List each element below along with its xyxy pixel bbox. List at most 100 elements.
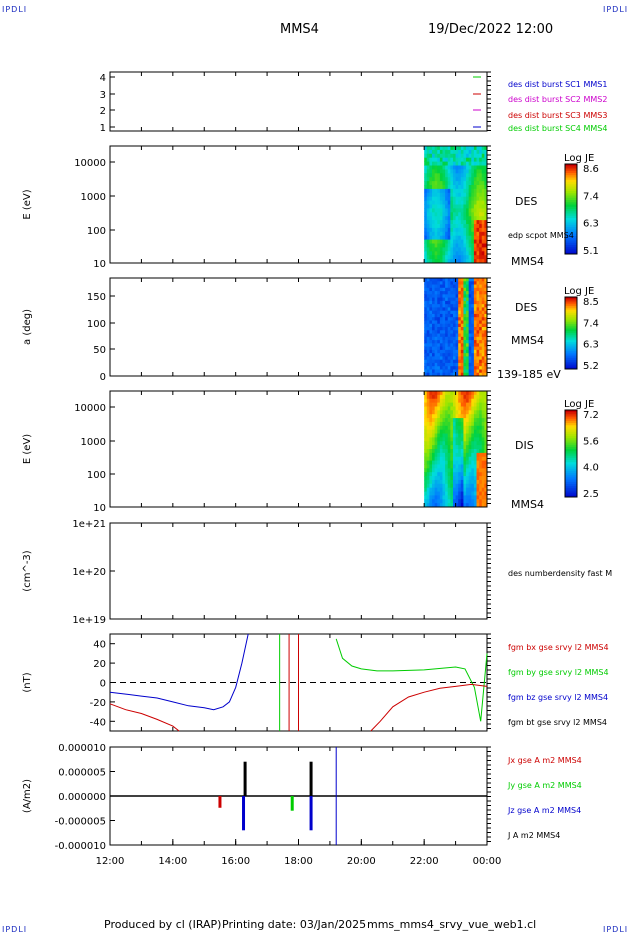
heatmap-cell: [426, 231, 430, 237]
heatmap-cell: [429, 487, 433, 492]
heatmap-cell: [458, 433, 462, 438]
heatmap-cell: [466, 449, 470, 454]
heatmap-cell: [460, 449, 464, 454]
heatmap-cell: [458, 255, 462, 260]
heatmap-cell: [439, 255, 443, 260]
colorbar-cell: [565, 298, 577, 302]
heatmap-cell: [473, 327, 477, 331]
heatmap-cell: [442, 483, 446, 489]
heatmap-cell: [476, 429, 480, 434]
heatmap-cell: [450, 149, 454, 155]
heatmap-cell: [437, 468, 441, 473]
heatmap-cell: [471, 441, 475, 446]
heatmap-cell: [463, 200, 467, 205]
heatmap-cell: [458, 410, 462, 415]
heatmap-cell: [432, 433, 436, 438]
heatmap-cell: [432, 255, 436, 260]
heatmap-cell: [484, 196, 488, 201]
heatmap-cell: [452, 216, 456, 221]
heatmap-cell: [479, 224, 483, 229]
heatmap-cell: [463, 146, 467, 151]
heatmap-cell: [460, 425, 464, 431]
heatmap-cell: [484, 304, 488, 308]
heatmap-cell: [476, 421, 480, 427]
heatmap-cell: [437, 297, 441, 302]
heatmap-cell: [479, 157, 483, 162]
heatmap-cell: [450, 216, 454, 221]
heatmap-cell: [460, 196, 464, 201]
heatmap-cell: [468, 146, 472, 151]
heatmap-cell: [434, 169, 438, 174]
heatmap-cell: [479, 196, 483, 201]
heatmap-cell: [481, 391, 485, 396]
heatmap-cell: [455, 369, 459, 374]
heatmap-cell: [473, 476, 477, 481]
heatmap-cell: [424, 398, 428, 403]
heatmap-cell: [439, 460, 443, 465]
heatmap-cell: [429, 479, 433, 485]
colorbar-cell: [565, 327, 577, 330]
heatmap-cell: [455, 251, 459, 256]
heatmap-cell: [426, 284, 430, 289]
heatmap-cell: [484, 185, 488, 190]
heatmap-cell: [476, 313, 480, 318]
y-tick-label: 3: [100, 90, 106, 101]
heatmap-cell: [479, 491, 483, 496]
heatmap-cell: [437, 333, 441, 338]
heatmap-cell: [473, 196, 477, 201]
heatmap-cell: [463, 460, 467, 465]
heatmap-cell: [434, 251, 438, 256]
heatmap-cell: [468, 441, 472, 446]
colorbar-tick-label: 6.3: [583, 219, 599, 230]
heatmap-cell: [450, 310, 454, 315]
heatmap-cell: [473, 437, 477, 442]
heatmap-cell: [479, 227, 483, 233]
heatmap-cell: [429, 146, 433, 151]
heatmap-cell: [458, 185, 462, 190]
heatmap-cell: [463, 231, 467, 237]
heatmap-cell: [468, 196, 472, 201]
heatmap-cell: [429, 406, 433, 411]
heatmap-cell: [447, 251, 451, 256]
colorbar-cell: [565, 186, 577, 190]
heatmap-cell: [463, 204, 467, 209]
heatmap-cell: [450, 227, 454, 233]
heatmap-cell: [429, 456, 433, 461]
heatmap-cell: [439, 287, 443, 292]
heatmap-cell: [426, 212, 430, 217]
heatmap-cell: [476, 227, 480, 233]
heatmap-cell: [476, 259, 480, 264]
heatmap-cell: [447, 146, 451, 151]
heatmap-cell: [463, 340, 467, 344]
heatmap-cell: [466, 421, 470, 427]
heatmap-cell: [479, 476, 483, 481]
heatmap-cell: [481, 398, 485, 403]
heatmap-cell: [434, 173, 438, 178]
heatmap-cell: [437, 394, 441, 400]
heatmap-cell: [460, 313, 464, 318]
spacecraft-label: MMS4: [511, 255, 544, 268]
heatmap-cell: [445, 310, 449, 315]
heatmap-cell: [445, 336, 449, 341]
heatmap-cell: [447, 204, 451, 209]
heatmap-cell: [484, 410, 488, 415]
heatmap-cell: [424, 495, 428, 500]
heatmap-cell: [426, 255, 430, 260]
heatmap-cell: [484, 259, 488, 264]
heatmap-cell: [437, 169, 441, 174]
heatmap-cell: [479, 366, 483, 370]
heatmap-cell: [473, 185, 477, 190]
heatmap-cell: [468, 336, 472, 341]
heatmap-cell: [479, 153, 483, 159]
heatmap-cell: [479, 307, 483, 312]
heatmap-cell: [458, 330, 462, 334]
heatmap-cell: [447, 231, 451, 237]
heatmap-cell: [439, 414, 443, 419]
heatmap-cell: [460, 204, 464, 209]
heatmap-cell: [458, 479, 462, 485]
heatmap-cell: [432, 449, 436, 454]
heatmap-cell: [476, 284, 480, 289]
heatmap-cell: [455, 239, 459, 244]
colorbar-cell: [565, 311, 577, 314]
heatmap-cell: [426, 503, 430, 508]
